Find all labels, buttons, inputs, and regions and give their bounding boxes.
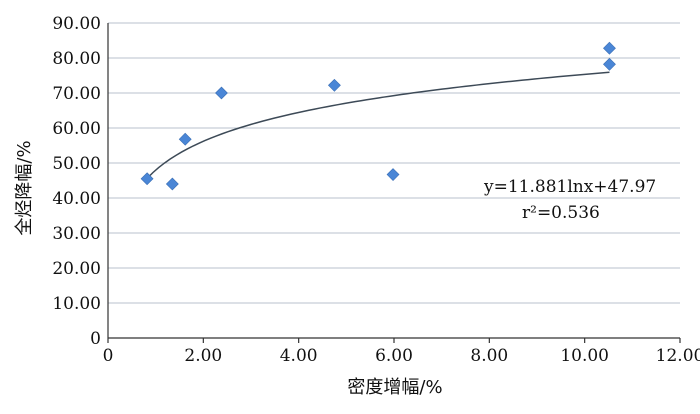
y-tick-label-4: 40.00 <box>52 189 101 209</box>
data-point-1 <box>165 177 179 191</box>
data-points <box>140 41 616 191</box>
x-tick-label-6: 12.00 <box>656 346 700 366</box>
y-tick-label-3: 30.00 <box>52 224 101 244</box>
data-point-5 <box>386 168 400 181</box>
y-tick-label-1: 10.00 <box>52 294 101 314</box>
x-tick-label-0: 0 <box>103 346 114 366</box>
grid-lines <box>108 22 680 304</box>
x-tick-label-1: 2.00 <box>184 346 222 366</box>
data-point-7 <box>603 57 616 71</box>
x-tick-labels: 0 2.00 4.00 6.00 8.00 10.00 12.00 <box>103 346 700 366</box>
y-tick-label-9: 90.00 <box>52 14 101 34</box>
x-tick-label-2: 4.00 <box>280 346 318 366</box>
x-tick-label-5: 10.00 <box>560 346 609 366</box>
y-tick-label-8: 80.00 <box>52 49 101 69</box>
r-squared-label: r²=0.536 <box>522 203 600 223</box>
y-axis-title: 全烃降幅/% <box>14 140 35 235</box>
y-tick-label-2: 20.00 <box>52 259 101 279</box>
y-tick-labels: 0 10.00 20.00 30.00 40.00 50.00 60.00 70.00 80.0… <box>52 14 101 349</box>
x-axis-title: 密度增幅/% <box>347 377 442 398</box>
data-point-4 <box>327 78 341 92</box>
data-point-0 <box>140 172 154 186</box>
data-point-3 <box>215 86 228 100</box>
data-point-6 <box>603 41 616 55</box>
y-tick-label-7: 70.00 <box>52 84 101 104</box>
x-tick-label-4: 8.00 <box>470 346 508 366</box>
x-tick-label-3: 6.00 <box>375 346 413 366</box>
trend-equation: y=11.881lnx+47.97 <box>483 177 656 197</box>
y-tick-label-6: 60.00 <box>52 119 101 139</box>
trendline-group <box>146 71 610 179</box>
axes <box>107 23 681 343</box>
y-tick-label-5: 50.00 <box>52 154 101 174</box>
data-point-2 <box>178 132 192 146</box>
y-tick-label-0: 0 <box>90 329 101 349</box>
trendline <box>146 71 610 179</box>
